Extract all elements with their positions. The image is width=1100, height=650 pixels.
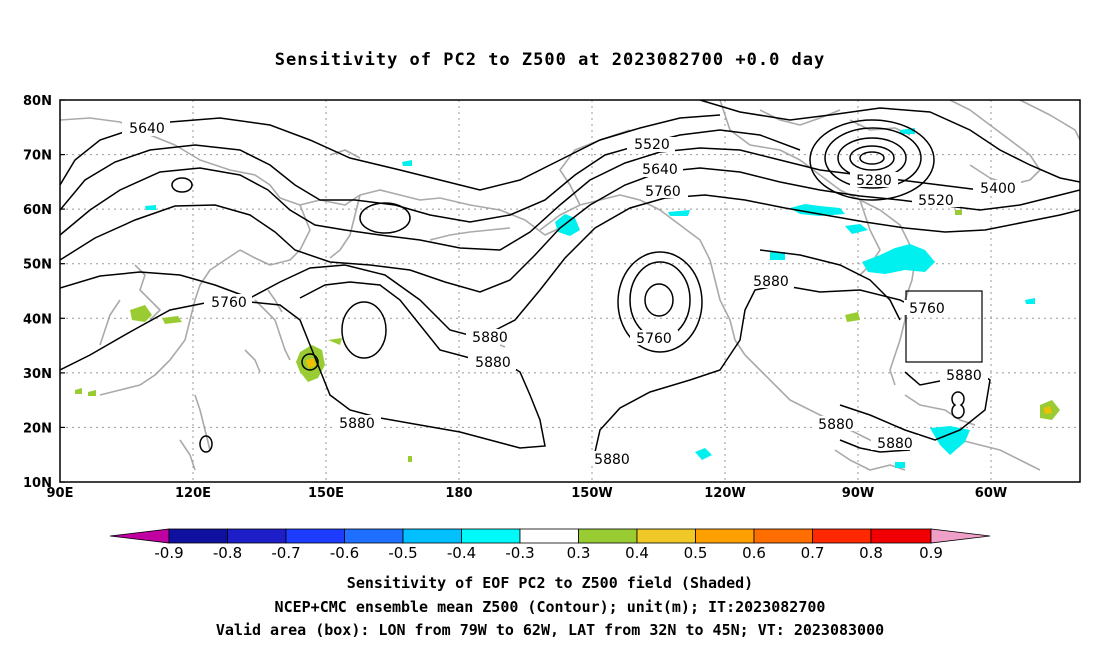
colorbar-label: 0.5	[684, 544, 708, 562]
colorbar-left-arrow	[109, 528, 170, 544]
caption-line-1: Sensitivity of EOF PC2 to Z500 field (Sh…	[346, 574, 754, 592]
lat-label: 10N	[23, 476, 52, 491]
lat-label: 40N	[23, 312, 52, 327]
contour-labels: 5640 5520 5640 5760 5280 5400 5520 5760 …	[122, 121, 1021, 468]
chart-title: Sensitivity of PC2 to Z500 at 2023082700…	[274, 50, 826, 70]
colorbar-cell	[461, 528, 521, 544]
sensitivity-shading	[75, 128, 1060, 468]
lon-label: 120W	[704, 486, 745, 501]
colorbar-right-arrow	[930, 528, 991, 544]
contour-label: 5880	[877, 436, 913, 452]
contour-label: 5760	[645, 184, 681, 200]
negative-sensitivity-patches	[145, 128, 1035, 468]
lat-tick-marks	[60, 99, 65, 483]
colorbar-label: -0.3	[505, 544, 534, 562]
lon-label: 90E	[47, 486, 74, 501]
colorbar-label: 0.8	[859, 544, 883, 562]
lat-labels: 80N 70N 60N 50N 40N 30N 20N 10N	[23, 94, 52, 491]
lon-labels: 90E 120E 150E 180 150W 120W 90W 60W	[47, 486, 1008, 501]
colorbar-cell	[578, 528, 638, 544]
contour-label: 5880	[472, 330, 508, 346]
contour-label: 5280	[856, 173, 892, 189]
contour-label: 5640	[642, 162, 678, 178]
colorbar-cell	[227, 528, 287, 544]
lon-label: 120E	[175, 486, 211, 501]
colorbar-label: 0.4	[625, 544, 649, 562]
colorbar-cell	[870, 528, 932, 544]
colorbar-cell	[636, 528, 696, 544]
colorbar-label: -0.6	[330, 544, 359, 562]
lon-label: 180	[445, 486, 472, 501]
colorbar-cell	[285, 528, 345, 544]
contour-label: 5640	[129, 121, 165, 137]
colorbar-label: -0.7	[271, 544, 300, 562]
lat-label: 50N	[23, 258, 52, 273]
lat-label: 80N	[23, 94, 52, 109]
contour-label: 5880	[753, 274, 789, 290]
map-frame	[59, 99, 1081, 483]
contour-label: 5880	[594, 452, 630, 468]
colorbar-label: -0.9	[154, 544, 183, 562]
colorbar-label: 0.3	[567, 544, 591, 562]
contour-label: 5880	[339, 416, 375, 432]
colorbar-cell	[168, 528, 228, 544]
strong-positive-sensitivity-patches	[306, 358, 1052, 414]
lon-label: 150E	[308, 486, 344, 501]
colorbar-label: 0.6	[742, 544, 766, 562]
colorbar-label: -0.5	[388, 544, 417, 562]
colorbar-label: -0.4	[447, 544, 476, 562]
contour-label: 5880	[818, 417, 854, 433]
contour-label: 5760	[636, 331, 672, 347]
contour-label: 5520	[918, 193, 954, 209]
lat-label: 20N	[23, 421, 52, 436]
colorbar-cell	[812, 528, 872, 544]
colorbar	[109, 528, 991, 544]
contour-label: 5400	[980, 181, 1016, 197]
lat-label: 30N	[23, 367, 52, 382]
lat-label: 70N	[23, 149, 52, 164]
contour-label: 5880	[946, 368, 982, 384]
lat-label: 60N	[23, 203, 52, 218]
contour-label: 5520	[634, 137, 670, 153]
colorbar-cell	[695, 528, 755, 544]
contour-label: 5760	[211, 295, 247, 311]
colorbar-label: 0.9	[919, 544, 943, 562]
colorbar-cell	[402, 528, 462, 544]
caption-line-3: Valid area (box): LON from 79W to 62W, L…	[215, 621, 885, 639]
valid-area-box	[905, 290, 983, 363]
colorbar-label: -0.8	[213, 544, 242, 562]
colorbar-cell	[753, 528, 813, 544]
caption-line-2: NCEP+CMC ensemble mean Z500 (Contour); u…	[274, 598, 826, 616]
lon-label: 90W	[842, 486, 874, 501]
lon-label: 60W	[975, 486, 1007, 501]
colorbar-labels: -0.9 -0.8 -0.7 -0.6 -0.5 -0.4 -0.3 0.3 0…	[154, 544, 943, 562]
lon-label: 150W	[571, 486, 612, 501]
contour-label: 5880	[475, 355, 511, 371]
colorbar-cell	[519, 528, 579, 544]
contour-label: 5760	[909, 301, 945, 317]
colorbar-label: 0.7	[801, 544, 825, 562]
colorbar-cell	[344, 528, 404, 544]
